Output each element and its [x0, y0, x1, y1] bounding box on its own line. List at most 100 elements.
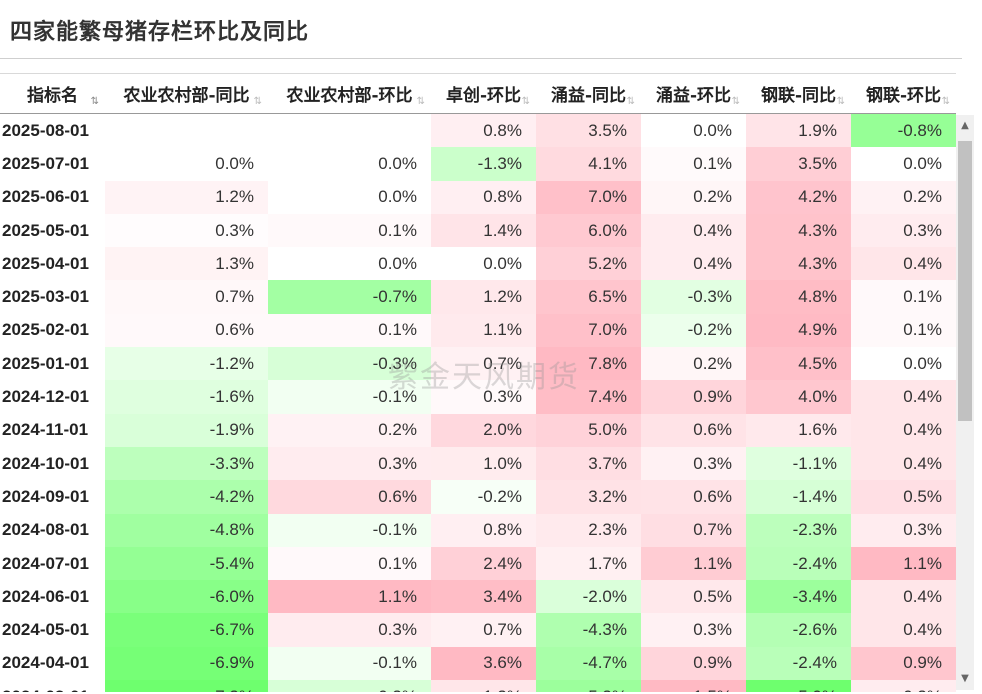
row-date: 2024-08-01	[2, 520, 89, 540]
table-cell: -0.1%	[268, 380, 431, 414]
sort-arrows-icon[interactable]: ⇅	[253, 96, 262, 107]
data-table: 指标名 ⇅ 农业农村部-同比 ⇅ 农业农村部-环比 ⇅ 卓创-环比 ⇅ 涌益-同比 ⇅ 涌益-环比 ⇅…	[0, 74, 956, 692]
table-cell: 0.2%	[268, 413, 431, 447]
table-cell: 1.4%	[431, 213, 536, 248]
table-cell: 2.0%	[431, 413, 536, 447]
column-header-1[interactable]: 农业农村部-同比 ⇅	[105, 74, 268, 114]
table-cell: 0.0%	[431, 247, 536, 281]
vertical-scrollbar[interactable]: ▲ ▼	[956, 115, 974, 690]
table-cell: 0.0%	[268, 147, 431, 181]
sort-arrows-icon[interactable]: ⇅	[626, 96, 635, 107]
column-header-name[interactable]: 指标名 ⇅	[0, 74, 105, 114]
table-cell: 0.3%	[641, 446, 746, 481]
row-date: 2024-11-01	[2, 420, 89, 440]
table-row[interactable]: 2024-04-01 -6.9% -0.1% 3.6% -4.7% 0.9% -2.4% 0.…	[0, 646, 956, 681]
row-date: 2025-05-01	[2, 220, 89, 240]
table-cell: -0.3%	[268, 347, 431, 381]
table-cell: 7.8%	[536, 347, 641, 381]
table-cell: 0.3%	[431, 380, 536, 414]
table-cell: 4.3%	[746, 247, 851, 281]
table-row[interactable]: 2025-08-01 0.8% 3.5% 0.0% 1.9% -0.8%	[0, 113, 956, 148]
table-row[interactable]: 2025-07-01 0.0% 0.0% -1.3% 4.1% 0.1% 3.5% 0.0%	[0, 147, 956, 181]
table-cell: -0.2%	[431, 480, 536, 514]
table-cell: -2.4%	[746, 546, 851, 581]
column-header-label: 钢联-环比	[865, 86, 942, 106]
row-date: 2024-03-01	[0, 680, 105, 692]
table-cell: 1.3%	[105, 247, 268, 281]
table-cell: 1.7%	[536, 546, 641, 581]
table-cell: 2.3%	[536, 513, 641, 547]
table-cell: 0.8%	[431, 180, 536, 214]
table-row[interactable]: 2025-01-01 -1.2% -0.3% 0.7% 7.8% 0.2% 4.5% 0.0%	[0, 347, 956, 381]
table-cell: -6.9%	[105, 646, 268, 681]
table-cell: -1.1%	[746, 446, 851, 481]
table-cell: 0.5%	[641, 580, 746, 614]
table-cell: -7.3%	[105, 680, 268, 692]
table-cell: -2.3%	[746, 513, 851, 547]
table-cell: 0.9%	[851, 646, 956, 681]
column-header-label: 钢联-同比	[760, 86, 837, 106]
table-row[interactable]: 2024-06-01 -6.0% 1.1% 3.4% -2.0% 0.5% -3.4% 0.4…	[0, 580, 956, 614]
table-cell: 0.0%	[641, 113, 746, 148]
row-date: 2025-03-01	[2, 287, 89, 307]
table-cell: -0.1%	[268, 513, 431, 547]
table-row[interactable]: 2024-07-01 -5.4% 0.1% 2.4% 1.7% 1.1% -2.4% 1.1%	[0, 546, 956, 581]
table-cell: -2.4%	[746, 646, 851, 681]
table-cell: -4.8%	[105, 513, 268, 547]
table-cell: -4.2%	[105, 480, 268, 514]
sort-arrows-icon[interactable]: ⇅	[731, 96, 740, 107]
table-cell: -1.9%	[105, 413, 268, 447]
row-date: 2025-04-01	[2, 253, 89, 273]
column-header-3[interactable]: 卓创-环比 ⇅	[431, 74, 536, 114]
column-header-label: 指标名	[27, 86, 78, 106]
column-header-6[interactable]: 钢联-同比 ⇅	[746, 74, 851, 114]
table-cell: -1.2%	[105, 347, 268, 381]
table-cell: 1.5%	[641, 680, 746, 692]
sort-arrows-icon[interactable]: ⇅	[941, 96, 950, 107]
data-table-container: 指标名 ⇅ 农业农村部-同比 ⇅ 农业农村部-环比 ⇅ 卓创-环比 ⇅ 涌益-同比 ⇅ 涌益-环比 ⇅…	[0, 73, 956, 692]
sort-arrows-icon[interactable]: ⇅	[416, 96, 425, 107]
sort-arrows-icon[interactable]: ⇅	[521, 96, 530, 107]
table-cell: 4.1%	[536, 147, 641, 181]
table-cell: 1.6%	[746, 413, 851, 447]
table-row[interactable]: 2024-12-01 -1.6% -0.1% 0.3% 7.4% 0.9% 4.0% 0.4%	[0, 380, 956, 414]
table-row[interactable]: 2024-05-01 -6.7% 0.3% 0.7% -4.3% 0.3% -2.6% 0.4…	[0, 613, 956, 647]
scroll-down-arrow-icon[interactable]: ▼	[961, 673, 969, 684]
scroll-up-arrow-icon[interactable]: ▲	[961, 120, 969, 131]
table-row[interactable]: 2024-10-01 -3.3% 0.3% 1.0% 3.7% 0.3% -1.1% 0.4%	[0, 446, 956, 481]
table-header-row: 指标名 ⇅ 农业农村部-同比 ⇅ 农业农村部-环比 ⇅ 卓创-环比 ⇅ 涌益-同比 ⇅ 涌益-环比 ⇅…	[0, 74, 956, 114]
table-row[interactable]: 2024-03-01-7.3%-0.3%1.3%-5.3%1.5%-5.0%0.…	[0, 680, 956, 692]
column-header-label: 卓创-环比	[445, 86, 522, 106]
row-date: 2025-06-01	[2, 187, 89, 207]
scroll-thumb[interactable]	[958, 141, 972, 421]
sort-arrows-icon[interactable]: ⇅	[90, 96, 99, 107]
table-cell: -5.4%	[105, 546, 268, 581]
table-row[interactable]: 2025-04-01 1.3% 0.0% 0.0% 5.2% 0.4% 4.3% 0.4%	[0, 247, 956, 281]
table-cell: -1.6%	[105, 380, 268, 414]
table-cell: 5.0%	[536, 413, 641, 447]
column-header-4[interactable]: 涌益-同比 ⇅	[536, 74, 641, 114]
table-row[interactable]: 2024-09-01 -4.2% 0.6% -0.2% 3.2% 0.6% -1.4% 0.5…	[0, 480, 956, 514]
table-cell: 0.8%	[431, 513, 536, 547]
sort-arrows-icon[interactable]: ⇅	[836, 96, 845, 107]
column-header-7[interactable]: 钢联-环比 ⇅	[851, 74, 956, 114]
table-row[interactable]: 2025-05-01 0.3% 0.1% 1.4% 6.0% 0.4% 4.3% 0.3%	[0, 213, 956, 248]
table-cell: 0.3%	[641, 613, 746, 647]
table-cell: -0.8%	[851, 113, 956, 148]
column-header-2[interactable]: 农业农村部-环比 ⇅	[268, 74, 431, 114]
table-cell: 0.2%	[851, 180, 956, 214]
table-cell: 0.4%	[851, 613, 956, 647]
table-cell: 0.9%	[641, 646, 746, 681]
table-row[interactable]: 2024-11-01 -1.9% 0.2% 2.0% 5.0% 0.6% 1.6% 0.4%	[0, 413, 956, 447]
table-row[interactable]: 2025-02-01 0.6% 0.1% 1.1% 7.0% -0.2% 4.9% 0.1%	[0, 313, 956, 348]
table-row[interactable]: 2025-03-01 0.7% -0.7% 1.2% 6.5% -0.3% 4.8% 0.1%	[0, 280, 956, 314]
table-cell	[105, 113, 268, 148]
table-row[interactable]: 2025-06-01 1.2% 0.0% 0.8% 7.0% 0.2% 4.2% 0.2%	[0, 180, 956, 214]
table-cell: 0.4%	[851, 247, 956, 281]
table-cell: 3.6%	[431, 646, 536, 681]
table-cell: -1.3%	[431, 147, 536, 181]
table-cell: -5.0%	[746, 680, 851, 692]
table-row[interactable]: 2024-08-01 -4.8% -0.1% 0.8% 2.3% 0.7% -2.3% 0.3…	[0, 513, 956, 547]
table-cell: 6.5%	[536, 280, 641, 314]
column-header-5[interactable]: 涌益-环比 ⇅	[641, 74, 746, 114]
